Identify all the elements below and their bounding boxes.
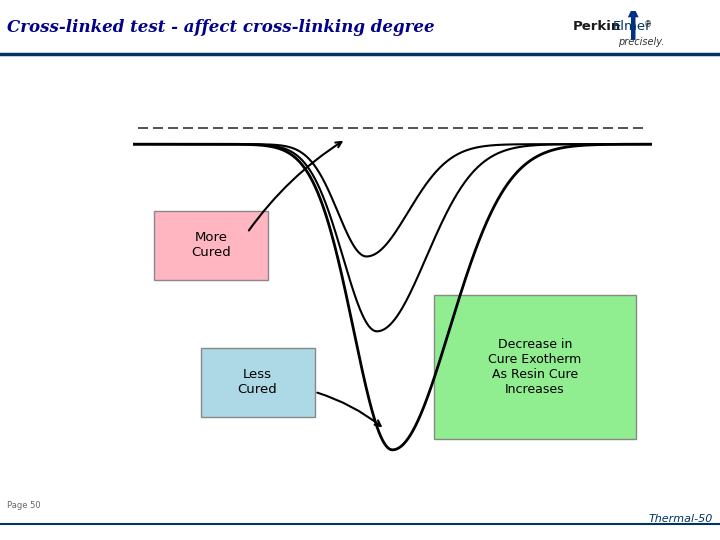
Text: Cross-linked test - affect cross-linking degree: Cross-linked test - affect cross-linking…: [7, 19, 435, 36]
Text: precisely.: precisely.: [618, 37, 664, 47]
FancyBboxPatch shape: [201, 348, 315, 417]
Text: More
Cured: More Cured: [191, 231, 231, 259]
FancyBboxPatch shape: [434, 295, 636, 438]
Text: Elmer: Elmer: [613, 20, 652, 33]
Text: Thermal-50: Thermal-50: [649, 514, 713, 524]
Text: ®: ®: [644, 20, 652, 29]
Text: Perkin: Perkin: [572, 20, 621, 33]
Text: Page 50: Page 50: [7, 501, 41, 510]
FancyArrow shape: [628, 6, 639, 40]
Text: Less
Cured: Less Cured: [238, 368, 277, 396]
Text: Decrease in
Cure Exotherm
As Resin Cure
Increases: Decrease in Cure Exotherm As Resin Cure …: [488, 338, 582, 396]
FancyBboxPatch shape: [154, 211, 268, 280]
